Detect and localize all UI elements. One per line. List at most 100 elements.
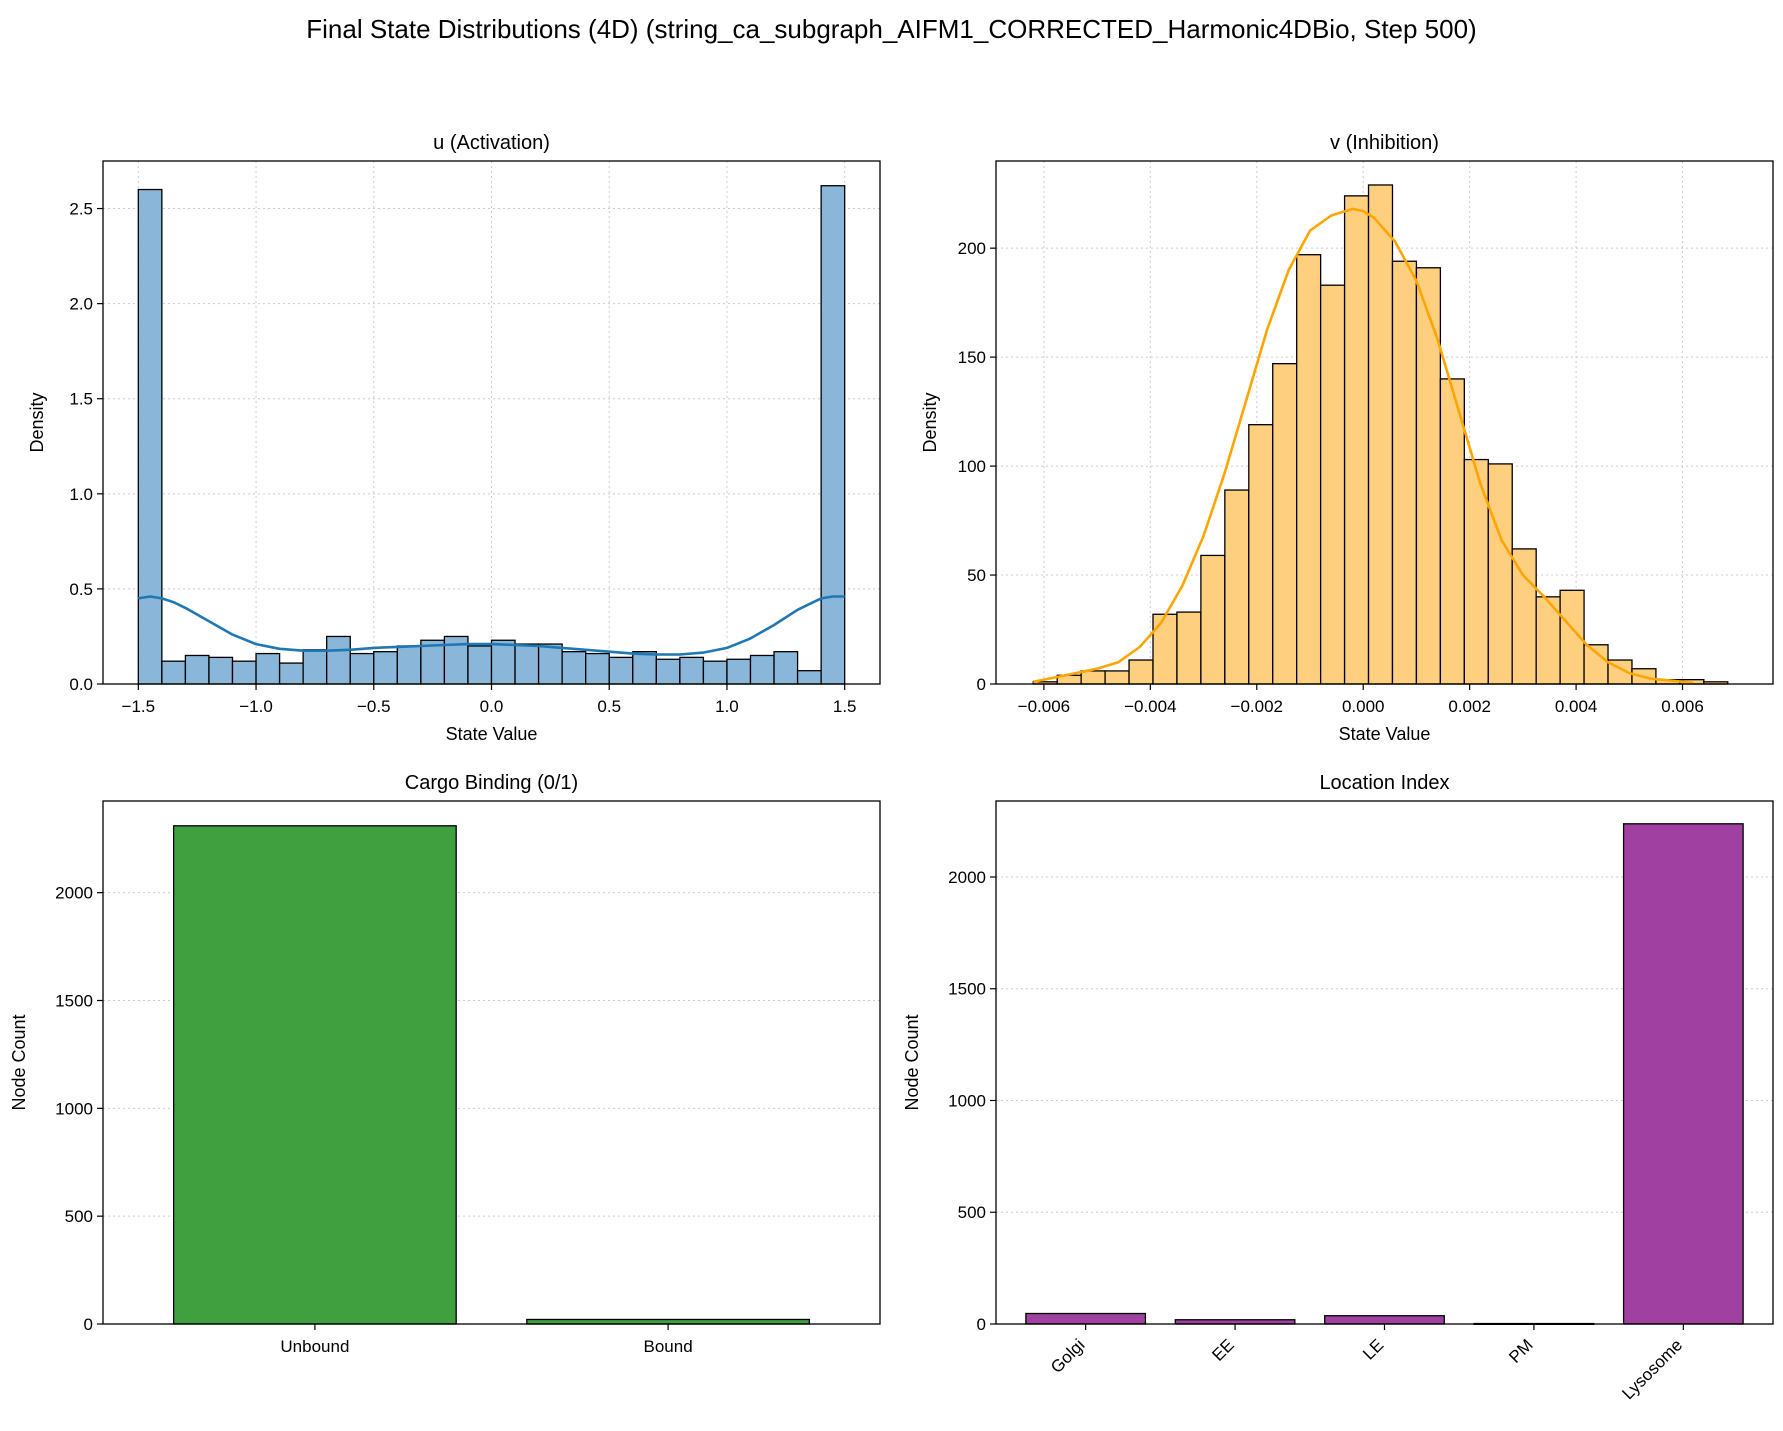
y-tick-label: 50	[967, 566, 986, 585]
x-tick-label: 0.006	[1661, 697, 1704, 716]
x-tick-label: −0.006	[1018, 697, 1070, 716]
y-tick-label: 500	[958, 1203, 986, 1222]
histogram-bar	[1080, 670, 1106, 685]
y-tick-label: 0	[977, 1315, 986, 1334]
x-tick-label: 0.000	[1342, 697, 1385, 716]
panel-v-inhibition: 0 50 100 150 200 −0.006 −0.004 −0.002 0.000 0.002…	[920, 132, 1774, 744]
histogram-bar	[655, 658, 681, 685]
y-tick-label: 0.0	[69, 675, 93, 694]
x-axis-label: State Value	[1339, 724, 1431, 744]
bar-bound	[526, 1318, 811, 1325]
histogram-bar	[749, 654, 775, 685]
y-tick-label: 2000	[948, 868, 986, 887]
x-tick-label: LE	[1359, 1335, 1387, 1363]
y-tick-label: 2.0	[69, 295, 93, 314]
histogram-bar	[1272, 363, 1298, 685]
histogram-bar	[1152, 613, 1178, 685]
histogram-bar	[1128, 659, 1154, 685]
bar-le	[1324, 1315, 1445, 1325]
y-tick-label: 0	[84, 1315, 93, 1334]
bar-lysosome	[1622, 823, 1744, 1325]
histogram-bar	[702, 660, 728, 685]
y-tick-label: 0.5	[69, 580, 93, 599]
histogram-bar	[820, 185, 846, 685]
y-tick-label: 200	[958, 239, 986, 258]
x-tick-label: EE	[1208, 1335, 1237, 1364]
x-tick-label: Bound	[644, 1337, 693, 1356]
histogram-bar	[608, 656, 634, 685]
y-axis-label: Density	[920, 392, 940, 452]
histogram-bar	[1487, 463, 1513, 685]
bar-golgi	[1025, 1312, 1147, 1325]
y-tick-label: 2000	[55, 884, 93, 903]
chart-title: Location Index	[1319, 772, 1449, 794]
x-tick-label: −0.004	[1124, 697, 1176, 716]
histogram-bar	[349, 652, 375, 685]
histogram-bar	[726, 658, 752, 685]
histogram-bar	[1415, 267, 1442, 685]
y-tick-label: 100	[958, 457, 986, 476]
histogram-bar	[490, 639, 516, 685]
histogram-bar	[679, 656, 705, 685]
chart-title: Cargo Binding (0/1)	[405, 772, 578, 794]
y-tick-label: 1000	[55, 1099, 93, 1118]
histogram-bar	[137, 188, 163, 685]
y-tick-label: 150	[958, 348, 986, 367]
y-axis-label: Node Count	[902, 1014, 922, 1110]
x-tick-label: Lysosome	[1618, 1335, 1686, 1403]
x-tick-label: 1.0	[715, 697, 739, 716]
x-tick-label: Unbound	[280, 1337, 349, 1356]
x-tick-label: 1.5	[833, 697, 857, 716]
x-tick-label: −1.5	[122, 697, 156, 716]
x-tick-label: −1.0	[239, 697, 273, 716]
y-axis-label: Density	[27, 392, 47, 452]
histogram-bar	[796, 670, 822, 685]
x-axis-label: State Value	[446, 724, 538, 744]
histogram-bar	[1248, 424, 1274, 685]
histogram-bar	[632, 651, 657, 685]
panel-location-index: 0 500 1000 1500 2000 Golgi EE LE PM Lysosome Locat…	[902, 772, 1774, 1403]
panel-cargo-binding: 0 500 1000 1500 2000 Unbound Bound Cargo Bindin…	[9, 772, 881, 1356]
histogram-bar	[585, 652, 610, 685]
axes-frame	[995, 160, 1774, 685]
x-tick-label: 0.0	[480, 697, 504, 716]
x-tick-label: Golgi	[1047, 1335, 1088, 1376]
y-tick-label: 500	[65, 1207, 93, 1226]
histogram-bar	[1367, 184, 1394, 685]
histogram-bar	[537, 643, 563, 685]
histogram-bar	[1391, 260, 1418, 685]
kde-line	[138, 595, 845, 656]
histogram-bar	[773, 651, 799, 685]
x-tick-label: 0.5	[597, 697, 621, 716]
histogram-bar	[208, 656, 234, 685]
histogram-bar	[561, 651, 587, 685]
panel-u-activation: 0.0 0.5 1.0 1.5 2.0 2.5 −1.5 −1.0 −0.5 0.0 0.5 1.0 1…	[27, 132, 881, 744]
histogram-bar	[302, 649, 328, 685]
histogram-bar	[1319, 284, 1346, 685]
histogram-bar	[1296, 254, 1322, 685]
figure-title: Final State Distributions (4D) (string_c…	[306, 14, 1477, 44]
x-tick-label: −0.002	[1231, 697, 1283, 716]
histogram-bar	[1343, 195, 1370, 685]
y-tick-label: 1.5	[69, 390, 93, 409]
histogram-bar	[1104, 670, 1130, 685]
histogram-bar	[1511, 548, 1537, 685]
bar-unbound	[172, 825, 457, 1325]
x-tick-label: −0.5	[357, 697, 391, 716]
histogram-bar	[1176, 611, 1202, 685]
histogram-bar	[1200, 554, 1226, 685]
histogram-bar	[231, 660, 257, 685]
histogram-bar	[278, 662, 304, 685]
histogram-bar	[514, 643, 540, 685]
histogram-bar	[1439, 378, 1465, 685]
y-tick-label: 1500	[948, 980, 986, 999]
x-tick-label: PM	[1505, 1335, 1536, 1366]
histogram-bar	[467, 645, 493, 685]
histogram-bar	[184, 654, 210, 685]
histogram-bar	[1224, 489, 1250, 685]
histogram-bar	[373, 651, 398, 685]
histogram-bar	[255, 652, 281, 685]
y-tick-label: 1.0	[69, 485, 93, 504]
histogram-bar	[396, 645, 422, 685]
